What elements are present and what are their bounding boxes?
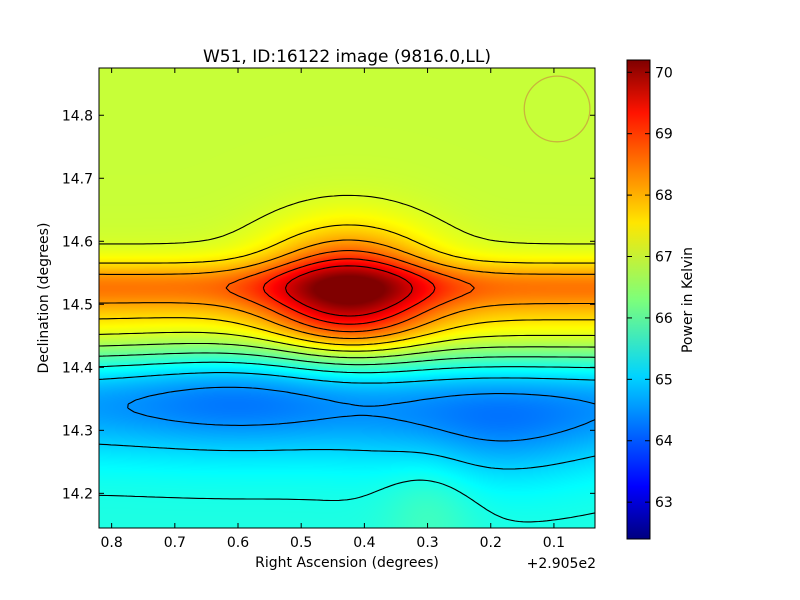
chart-title: W51, ID:16122 image (9816.0,LL) bbox=[203, 47, 491, 67]
contour-level bbox=[284, 265, 413, 317]
contour-level bbox=[99, 224, 595, 346]
contour-level bbox=[127, 386, 595, 442]
colorbar-tick-label: 67 bbox=[655, 250, 673, 266]
x-axis-label: Right Ascension (degrees) bbox=[255, 555, 439, 571]
x-tick-label: 0.5 bbox=[290, 535, 312, 551]
colorbar-tick-label: 68 bbox=[655, 188, 673, 204]
x-axis-ticks: 0.8 0.7 0.6 0.5 0.4 0.3 0.2 0.1 bbox=[101, 68, 565, 551]
colorbar-tick-label: 63 bbox=[655, 495, 673, 511]
x-tick-label: 0.4 bbox=[353, 535, 375, 551]
y-tick-label: 14.6 bbox=[62, 234, 93, 250]
contour-level bbox=[262, 258, 436, 325]
colorbar-tick-label: 70 bbox=[655, 65, 673, 81]
y-tick-label: 14.7 bbox=[62, 171, 93, 187]
y-tick-label: 14.2 bbox=[62, 486, 93, 502]
x-tick-label: 0.6 bbox=[227, 535, 249, 551]
contour-level bbox=[99, 342, 595, 359]
y-tick-label: 14.3 bbox=[62, 423, 93, 439]
contour-level bbox=[99, 239, 595, 340]
colorbar-tick-label: 64 bbox=[655, 434, 673, 450]
colorbar-tick-label: 66 bbox=[655, 311, 673, 327]
y-axis-ticks: 14.2 14.3 14.4 14.5 14.6 14.7 14.8 bbox=[62, 108, 595, 502]
colorbar-tick-label: 65 bbox=[655, 372, 673, 388]
contour-level bbox=[99, 361, 595, 523]
x-offset-label: +2.905e2 bbox=[527, 556, 596, 572]
y-tick-label: 14.8 bbox=[62, 108, 93, 124]
contour-level bbox=[99, 194, 595, 352]
x-tick-label: 0.2 bbox=[480, 535, 502, 551]
colorbar bbox=[626, 59, 651, 540]
x-tick-label: 0.7 bbox=[164, 535, 186, 551]
contour-level bbox=[225, 250, 475, 333]
plot-frame bbox=[98, 67, 596, 529]
x-tick-label: 0.8 bbox=[101, 535, 123, 551]
colorbar-ticks: 63 64 65 66 67 68 69 70 bbox=[627, 65, 673, 511]
x-tick-label: 0.3 bbox=[416, 535, 438, 551]
y-tick-label: 14.5 bbox=[62, 297, 93, 313]
x-tick-label: 0.1 bbox=[543, 535, 565, 551]
colorbar-label: Power in Kelvin bbox=[680, 247, 696, 353]
y-tick-label: 14.4 bbox=[62, 360, 93, 376]
beam-circle bbox=[523, 75, 591, 143]
contour-level bbox=[99, 372, 595, 470]
heatmap-image bbox=[99, 68, 595, 528]
colorbar-tick-label: 69 bbox=[655, 127, 673, 143]
contour-lines bbox=[99, 194, 595, 523]
contour-level bbox=[99, 352, 595, 366]
y-axis-label: Declination (degrees) bbox=[36, 223, 52, 374]
